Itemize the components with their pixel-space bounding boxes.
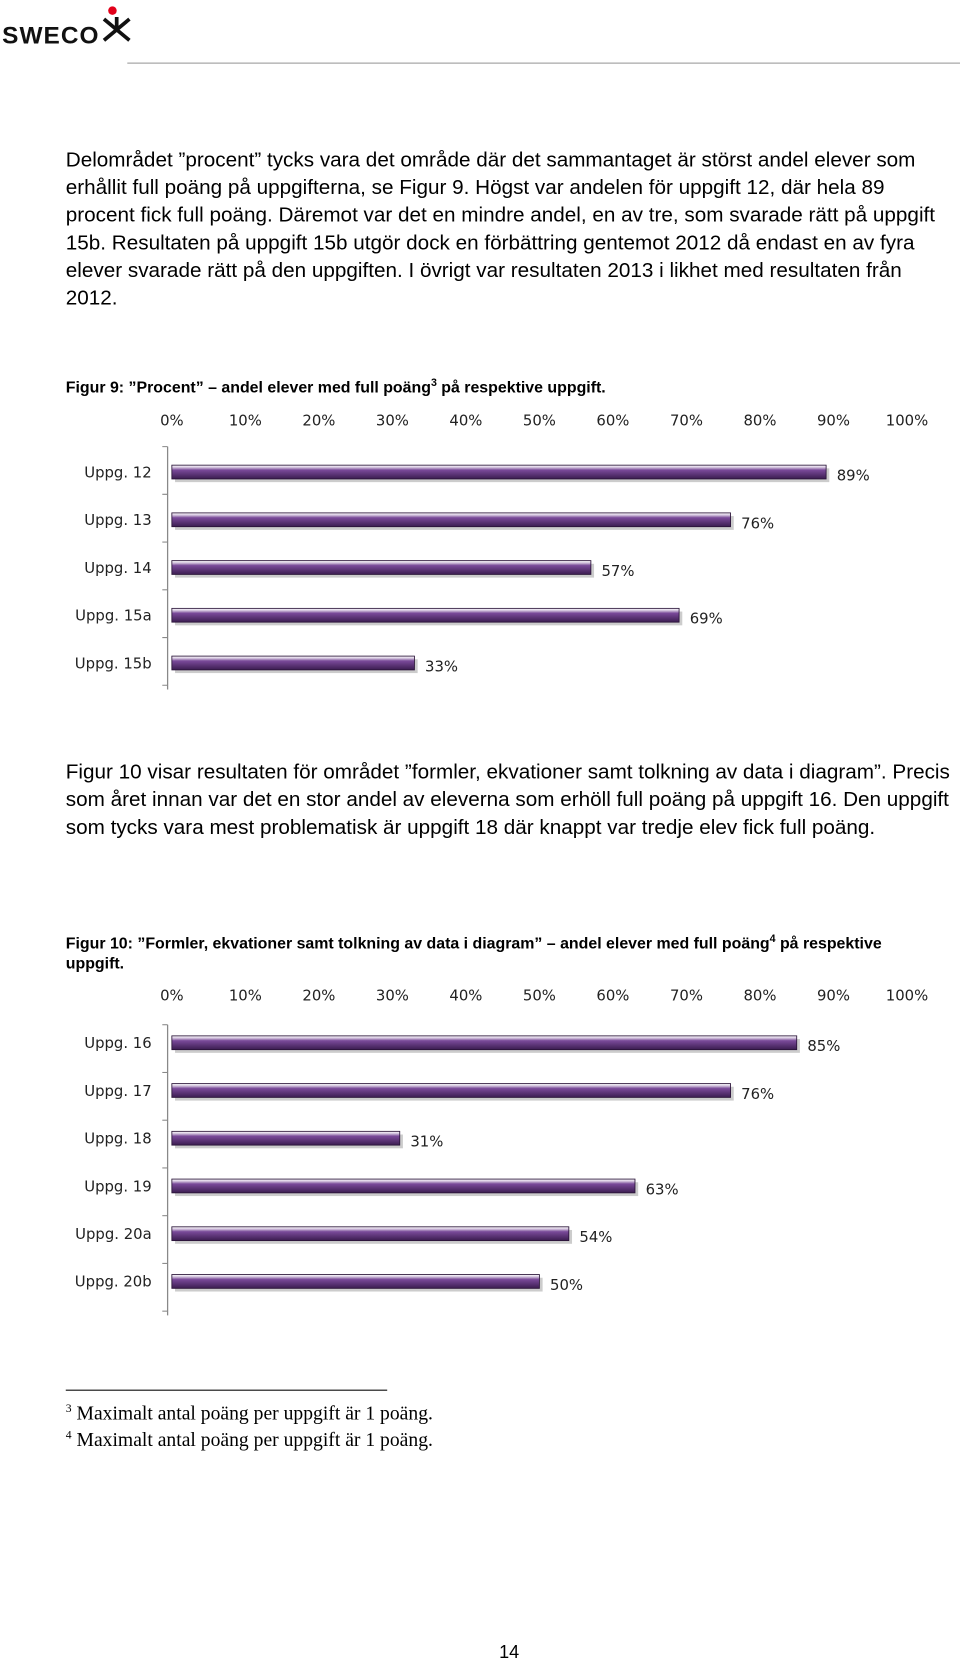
bar [171, 1035, 798, 1051]
y-tick-label: Uppg. 16 [84, 1034, 151, 1052]
y-tick-label: Uppg. 20a [75, 1225, 152, 1243]
y-tick-label: Uppg. 14 [84, 559, 151, 577]
figure-title-end: på respektive uppgift. [65, 934, 882, 973]
data-label: 63% [646, 1180, 679, 1198]
bar [171, 655, 415, 671]
x-tick-label: 80% [743, 986, 776, 1004]
y-tick-label: Uppg. 12 [84, 463, 151, 481]
x-tick-label: 10% [229, 411, 262, 429]
footnote: 4 Maximalt antal poäng per uppgift är 1 … [66, 1429, 433, 1453]
x-tick-label: 40% [449, 411, 482, 429]
x-tick-label: 20% [302, 986, 335, 1004]
y-tick-label: Uppg. 15a [75, 607, 152, 625]
footnote-ref: 4 [769, 933, 776, 946]
x-tick-label: 90% [817, 986, 850, 1004]
y-tick-label: Uppg. 20b [75, 1273, 152, 1291]
logo-text: SWECO [2, 21, 100, 49]
chart: 0% 10% 20% 30% 40% 50% 60% 70% 80% 90% 100% Uppg. 1… [75, 411, 928, 690]
y-tick-label: Uppg. 18 [84, 1130, 151, 1148]
footnote-number: 4 [65, 1428, 72, 1442]
footnote-text: Maximalt antal poäng per uppgift är 1 po… [76, 1403, 433, 1425]
data-label: 76% [741, 514, 774, 532]
chart: 0% 10% 20% 30% 40% 50% 60% 70% 80% 90% 100% Uppg. 1… [75, 986, 928, 1316]
logo-icon [102, 6, 131, 42]
x-tick-label: 0% [160, 411, 184, 429]
y-tick-label: Uppg. 13 [84, 511, 151, 529]
bar [171, 464, 827, 480]
x-tick-label: 20% [302, 411, 335, 429]
footnote-rule [65, 1389, 388, 1391]
x-tick-label: 100% [886, 411, 928, 429]
x-tick-label: 50% [523, 411, 556, 429]
x-tick-label: 30% [376, 411, 409, 429]
bar [171, 1226, 570, 1242]
footnote-ref: 3 [430, 377, 437, 390]
bar [171, 1178, 636, 1194]
bar [171, 512, 731, 528]
x-tick-label: 90% [817, 411, 850, 429]
figure-title-text: Figur 9: ”Procent” – andel elever med fu… [65, 378, 431, 397]
figure-title-text: Figur 10: ”Formler, ekvationer samt tolk… [65, 934, 770, 953]
x-tick-label: 100% [886, 986, 928, 1004]
x-tick-label: 0% [160, 986, 184, 1004]
bar [171, 607, 680, 623]
figure-title: Figur 9: ”Procent” – andel elever med fu… [66, 373, 915, 397]
footnote: 3 Maximalt antal poäng per uppgift är 1 … [66, 1402, 433, 1426]
page-number: 14 [499, 1642, 520, 1663]
paragraph: Delområdet ”procent” tycks vara det områ… [65, 148, 936, 310]
paragraph: Figur 10 visar resultaten för området ”f… [65, 760, 950, 840]
data-label: 85% [807, 1037, 840, 1055]
data-label: 50% [550, 1276, 583, 1294]
x-tick-label: 10% [229, 986, 262, 1004]
header-rule [127, 62, 960, 64]
x-tick-label: 80% [743, 411, 776, 429]
x-tick-label: 60% [596, 986, 629, 1004]
y-tick-label: Uppg. 15b [75, 654, 152, 672]
x-tick-label: 70% [670, 986, 703, 1004]
bar [171, 560, 592, 575]
bar [171, 1083, 731, 1098]
data-label: 76% [741, 1085, 774, 1103]
footnote-text: Maximalt antal poäng per uppgift är 1 po… [76, 1430, 433, 1452]
y-tick-label: Uppg. 19 [84, 1177, 151, 1195]
figure-title: Figur 10: ”Formler, ekvationer samt tolk… [66, 929, 915, 974]
x-tick-label: 50% [523, 986, 556, 1004]
data-label: 69% [690, 610, 723, 628]
y-tick-label: Uppg. 17 [84, 1082, 151, 1100]
x-tick-label: 40% [449, 986, 482, 1004]
x-tick-label: 60% [596, 411, 629, 429]
data-label: 31% [410, 1133, 443, 1151]
header: SWECO [0, 0, 960, 66]
data-label: 54% [579, 1228, 612, 1246]
bar [171, 1274, 540, 1289]
figure-title-end: på respektive uppgift. [436, 378, 606, 397]
bar [171, 1130, 401, 1146]
data-label: 57% [601, 562, 634, 580]
data-label: 89% [837, 467, 870, 485]
data-label: 33% [425, 657, 458, 675]
x-tick-label: 70% [670, 411, 703, 429]
x-tick-label: 30% [376, 986, 409, 1004]
footnote-number: 3 [65, 1402, 72, 1416]
